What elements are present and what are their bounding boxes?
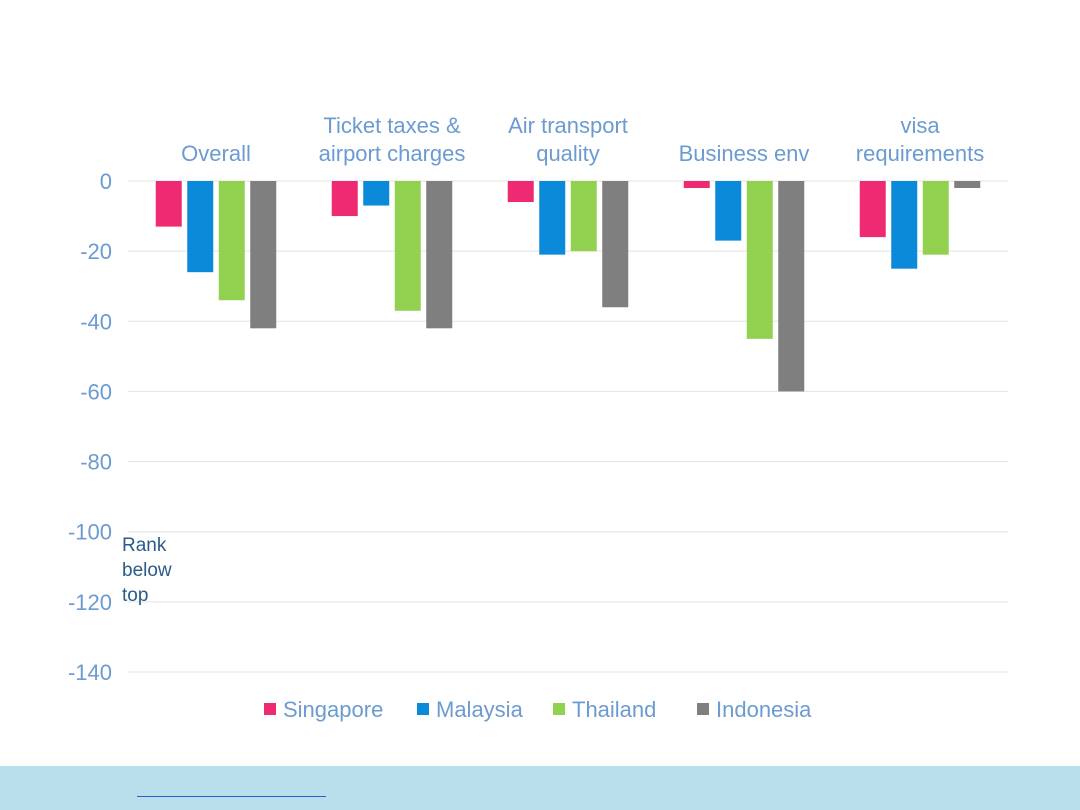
category-label: airport charges [319,141,466,166]
legend-swatch [697,703,709,715]
category-label: requirements [856,141,984,166]
footer-link[interactable] [137,796,326,797]
bar [507,181,534,203]
legend-label: Singapore [283,697,383,722]
axis-note-line: top [122,585,148,606]
bar [602,181,629,308]
legend-swatch [553,703,565,715]
chart-area: 0 -20 -40 -60 -80 -100 -120 -140 Overall Ticket … [68,113,1008,722]
y-tick-label: 0 [100,169,112,194]
bar [778,181,805,392]
y-tick-label: -60 [80,379,112,404]
y-tick-label: -100 [68,520,112,545]
y-tick-label: -40 [80,309,112,334]
y-tick-label: -20 [80,239,112,264]
category-label: Air transport [508,113,628,138]
bar [954,181,981,189]
footer-bar [0,766,1080,810]
category-label: Overall [181,141,251,166]
bar [218,181,245,301]
bar [155,181,182,227]
y-tick-label: -140 [68,660,112,685]
legend-swatch [417,703,429,715]
y-tick-label: -120 [68,590,112,615]
category-label: Ticket taxes & [323,113,461,138]
category-label: visa [900,113,940,138]
y-tick-label: -80 [80,450,112,475]
legend-swatch [264,703,276,715]
category-label: Business env [679,141,810,166]
bar [250,181,277,329]
bar [922,181,949,255]
y-axis-tick-labels: 0 -20 -40 -60 -80 -100 -120 -140 [68,169,112,685]
legend: Singapore Malaysia Thailand Indonesia [264,697,812,722]
bar [363,181,390,206]
bar [715,181,742,241]
axis-note-line: Rank [122,535,167,556]
bar [859,181,886,238]
bar [394,181,421,311]
bar [891,181,918,269]
bar [683,181,710,189]
bar [746,181,773,339]
bars [155,181,981,392]
axis-note-line: below [122,560,172,581]
category-labels: Overall Ticket taxes & airport charges Air … [181,113,984,166]
legend-label: Thailand [572,697,656,722]
bar [426,181,453,329]
bar [539,181,566,255]
legend-label: Indonesia [716,697,812,722]
bar [570,181,597,252]
axis-note: Rank below top [122,535,172,606]
bar [187,181,214,273]
bar [331,181,358,217]
legend-label: Malaysia [436,697,524,722]
category-label: quality [536,141,600,166]
